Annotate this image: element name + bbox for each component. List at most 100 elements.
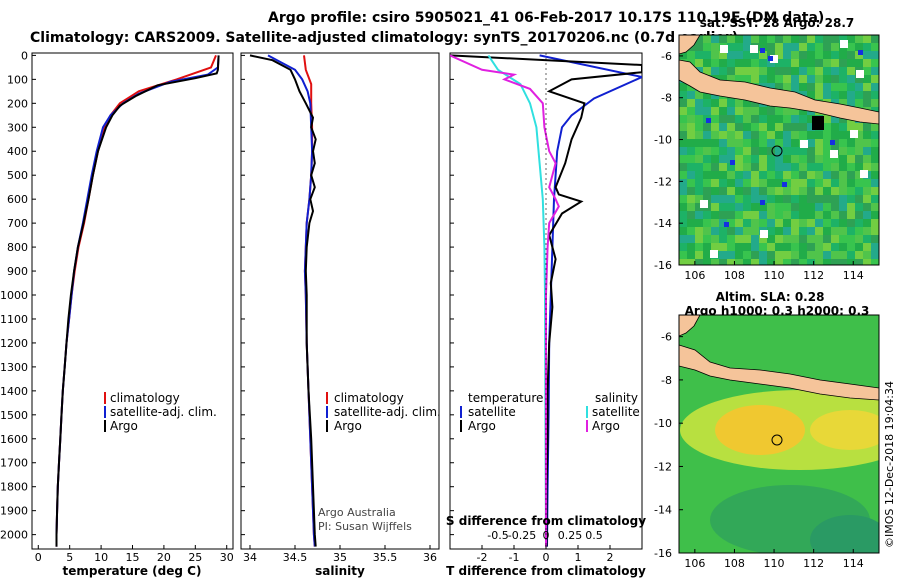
x-tick-label: 2 <box>607 551 614 564</box>
legend-satellite: satellite-adj. clim. <box>334 405 441 419</box>
depth-tick-label: 1400 <box>0 385 28 398</box>
depth-tick-label: 1500 <box>0 409 28 422</box>
x-tick-label: 36 <box>423 551 437 564</box>
legend-satellite-swatch <box>104 406 106 418</box>
sumatra-land <box>679 315 701 337</box>
map-lat-label: -6 <box>661 331 672 344</box>
salinity-lines <box>249 54 317 547</box>
legend-t-argo-swatch <box>460 420 462 432</box>
x-tick-label: 30 <box>220 551 234 564</box>
java-land <box>679 59 879 125</box>
temperature-legend: climatology satellite-adj. clim. Argo <box>104 391 217 433</box>
series-line-temperature-satellite <box>539 54 642 547</box>
x-tick-label: 20 <box>157 551 171 564</box>
map-lon-label: 110 <box>764 557 785 570</box>
x-tick-label: -1 <box>509 551 520 564</box>
title-line2: Climatology: CARS2009. Satellite-adjuste… <box>30 30 738 46</box>
map-lat-label: -14 <box>654 504 672 517</box>
difference-legend: temperature satellite Argo salinity sate… <box>460 391 640 433</box>
sst-map <box>679 35 879 265</box>
map-lat-label: -14 <box>654 217 672 230</box>
depth-tick-label: 1900 <box>0 505 28 518</box>
sumatra-land <box>679 35 701 55</box>
legend-t-satellite: satellite <box>468 405 516 419</box>
map-lat-label: -12 <box>654 460 672 473</box>
map-lon-label: 112 <box>803 269 824 282</box>
legend-argo-swatch <box>104 420 106 432</box>
s-tick-label: 0 <box>543 529 550 542</box>
depth-tick-label: 300 <box>7 121 28 134</box>
depth-tick-label: 1100 <box>0 313 28 326</box>
legend-climatology: climatology <box>110 391 180 405</box>
map-lon-label: 106 <box>684 269 705 282</box>
map-lon-label: 106 <box>684 557 705 570</box>
x-tick-label: 1 <box>575 551 582 564</box>
temperature-panel <box>31 52 234 550</box>
depth-tick-label: 1700 <box>0 457 28 470</box>
credit-pi: PI: Susan Wijffels <box>318 520 412 533</box>
legend-climatology-swatch <box>104 392 106 404</box>
series-line-salinity-satellite <box>487 54 547 547</box>
s-difference-ticks: -0.5 -0.25 0 0.25 0.5 <box>487 529 602 542</box>
depth-tick-label: 0 <box>21 49 28 62</box>
temperature-x-ticks: 0 5 10 15 20 25 30 <box>35 545 234 564</box>
map-lon-label: 108 <box>724 557 745 570</box>
temperature-xlabel: temperature (deg C) <box>63 564 202 578</box>
difference-x-ticks: -2 -1 0 1 2 <box>477 545 614 564</box>
legend-t-argo: Argo <box>468 419 496 433</box>
map-lat-label: -16 <box>654 547 672 560</box>
legend-argo: Argo <box>334 419 362 433</box>
legend-temperature-heading: temperature <box>468 391 543 405</box>
series-line-argo <box>249 54 317 547</box>
x-tick-label: 35 <box>333 551 347 564</box>
depth-tick-label: 1600 <box>0 433 28 446</box>
x-tick-label: 35.5 <box>373 551 398 564</box>
legend-climatology-swatch <box>326 392 328 404</box>
salinity-x-ticks: 34 34.5 35 35.5 36 <box>243 545 437 564</box>
legend-s-satellite-swatch <box>586 406 588 418</box>
depth-tick-label: 400 <box>7 145 28 158</box>
difference-lines <box>450 54 642 547</box>
s-tick-label: 0.5 <box>585 529 603 542</box>
depth-tick-label: 800 <box>7 241 28 254</box>
java-land <box>679 344 879 401</box>
timestamp-stamp: ©IMOS 12-Dec-2018 19:04:34 <box>883 381 896 548</box>
depth-tick-label: 1200 <box>0 337 28 350</box>
legend-s-argo: Argo <box>592 419 620 433</box>
salinity-panel <box>240 52 440 550</box>
legend-satellite-swatch <box>326 406 328 418</box>
depth-tick-label: 2000 <box>0 529 28 542</box>
legend-satellite: satellite-adj. clim. <box>110 405 217 419</box>
legend-s-argo-swatch <box>586 420 588 432</box>
depth-axis: 0 100 200 300 400 500 600 700 800 900 1000 1100 1200… <box>0 49 454 542</box>
map-lat-label: -12 <box>654 175 672 188</box>
x-tick-label: 0 <box>35 551 42 564</box>
map-lat-label: -16 <box>654 259 672 272</box>
map-lon-label: 112 <box>803 557 824 570</box>
depth-tick-label: 1300 <box>0 361 28 374</box>
map-lat-label: -8 <box>661 92 672 105</box>
legend-s-satellite: satellite <box>592 405 640 419</box>
s-difference-title: S difference from climatology <box>446 514 646 528</box>
s-tick-label: 0.25 <box>558 529 583 542</box>
depth-tick-label: 100 <box>7 73 28 86</box>
series-line-temperature-argo <box>450 54 642 547</box>
map-lat-label: -8 <box>661 374 672 387</box>
x-tick-label: 34 <box>243 551 257 564</box>
sst-map-title: sat. SST: 28 Argo: 28.7 <box>700 16 854 30</box>
depth-tick-label: 700 <box>7 217 28 230</box>
s-tick-label: -0.5 <box>487 529 508 542</box>
series-line-satellite-adj-clim- <box>267 54 316 547</box>
map-lon-label: 108 <box>724 269 745 282</box>
x-tick-label: 0 <box>543 551 550 564</box>
sst-map-ticks: -6 -8 -10 -12 -14 -16 106 108 110 112 114 <box>654 50 864 282</box>
argo-location-marker <box>771 145 783 157</box>
depth-tick-label: 600 <box>7 193 28 206</box>
legend-argo-swatch <box>326 420 328 432</box>
series-line-climatology <box>55 55 217 547</box>
depth-tick-label: 1800 <box>0 481 28 494</box>
sla-map <box>679 315 879 553</box>
map-lon-label: 110 <box>764 269 785 282</box>
x-tick-label: 5 <box>66 551 73 564</box>
